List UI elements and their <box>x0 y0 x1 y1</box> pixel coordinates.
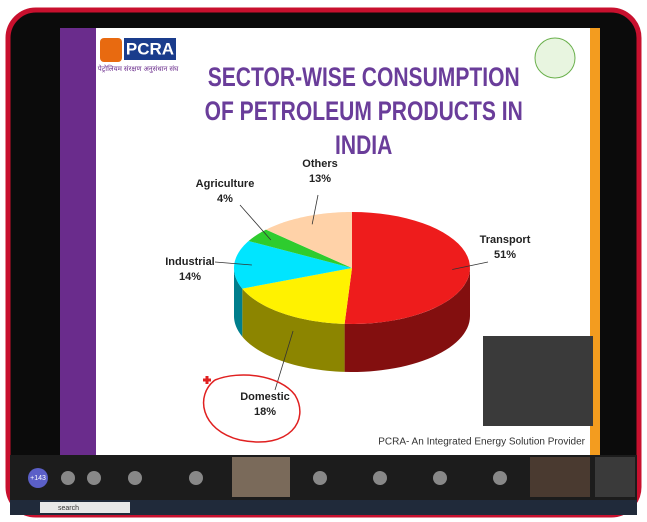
slice-value-label: 51% <box>494 249 516 261</box>
participant-avatar <box>128 471 142 485</box>
slice-value-label: 4% <box>217 193 233 205</box>
slice-label: Industrial <box>165 256 215 268</box>
slice-value-label: 13% <box>309 173 331 185</box>
slice-label: Domestic <box>240 391 290 403</box>
footer: PCRA- An Integrated Energy Solution Prov… <box>378 437 585 448</box>
video-tile <box>483 336 593 426</box>
search-box[interactable] <box>40 502 130 513</box>
overflow-count[interactable]: +143 <box>30 475 46 482</box>
slice-label: Transport <box>480 234 531 246</box>
logo: PCRA <box>126 39 174 58</box>
participant-avatar <box>61 471 75 485</box>
slide-strip <box>60 28 96 455</box>
participant-avatar <box>87 471 101 485</box>
participant-video <box>530 457 590 497</box>
participant-avatar <box>373 471 387 485</box>
participant-video <box>232 457 290 497</box>
logo-icon <box>100 38 122 62</box>
participant-avatar <box>313 471 327 485</box>
slice-label: Agriculture <box>196 178 255 190</box>
slice-value-label: 14% <box>179 271 201 283</box>
chart-title: SECTOR-WISE CONSUMPTION OF PETROLEUM PRO… <box>196 60 531 162</box>
tagline: पेट्रोलियम संरक्षण अनुसंधान संघ <box>98 64 179 73</box>
emblem <box>535 38 575 78</box>
search[interactable]: search <box>58 505 79 512</box>
participant-avatar <box>493 471 507 485</box>
screen: PCRA पेट्रोलियम संरक्षण अनुसंधान संघ PCR… <box>0 0 647 522</box>
participant-avatar <box>189 471 203 485</box>
participant-video <box>595 457 635 497</box>
slice-value-label: 18% <box>254 406 276 418</box>
participant-avatar <box>433 471 447 485</box>
